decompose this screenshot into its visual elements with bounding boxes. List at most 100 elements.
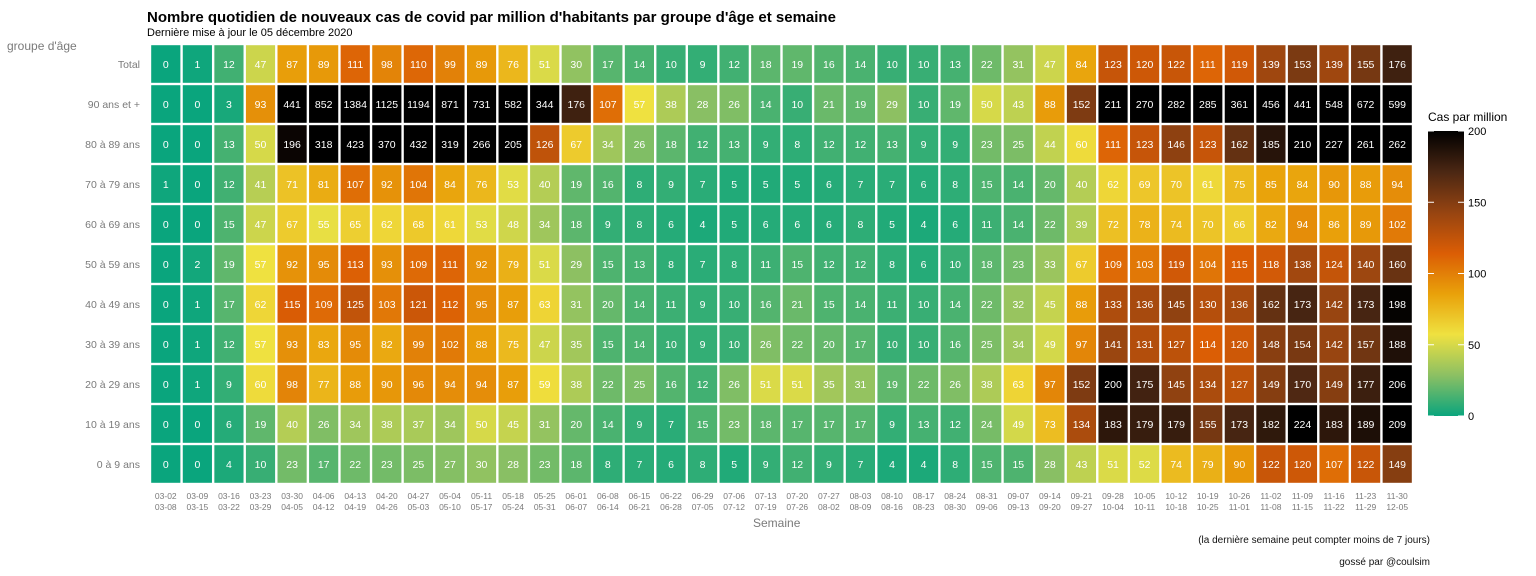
cell-value-label: 73: [1044, 419, 1056, 431]
cell-value-label: 319: [441, 139, 459, 151]
cell-value-label: 183: [1325, 419, 1343, 431]
heatmap-cell: [972, 245, 1002, 283]
heatmap-cell: [656, 445, 686, 483]
cell-value-label: 15: [981, 459, 993, 471]
cell-value-label: 23: [286, 459, 298, 471]
heatmap-cell: [751, 205, 781, 243]
cell-value-label: 198: [1388, 299, 1406, 311]
heatmap-cell: [909, 325, 939, 363]
heatmap-cell: [372, 205, 402, 243]
cell-value-label: 1: [163, 179, 169, 191]
heatmap-cell: [877, 325, 907, 363]
cell-value-label: 26: [318, 419, 330, 431]
cell-value-label: 6: [952, 219, 958, 231]
heatmap-cell: [309, 205, 339, 243]
cell-value-label: 262: [1388, 139, 1406, 151]
cell-value-label: 10: [728, 299, 740, 311]
heatmap-cell: [751, 165, 781, 203]
cell-value-label: 1194: [407, 99, 430, 111]
column-label-start: 04-20: [376, 491, 398, 501]
heatmap-cell: [1256, 365, 1286, 403]
row-label: 30 à 39 ans: [85, 339, 140, 351]
cell-value-label: 85: [1265, 179, 1277, 191]
heatmap-cell: [593, 245, 623, 283]
heatmap-cell: [214, 125, 244, 163]
cell-value-label: 44: [1044, 139, 1056, 151]
heatmap-cell: [1382, 245, 1412, 283]
heatmap-cell: [782, 85, 812, 123]
cell-value-label: 211: [1105, 99, 1122, 111]
cell-value-label: 102: [441, 339, 459, 351]
heatmap-cell: [782, 445, 812, 483]
heatmap-cell: [403, 85, 433, 123]
heatmap-cell: [593, 165, 623, 203]
cell-value-label: 282: [1167, 99, 1185, 111]
cell-value-label: 111: [442, 259, 458, 271]
heatmap-cell: [466, 445, 497, 483]
cell-value-label: 1: [194, 379, 200, 391]
heatmap-cell: [1256, 325, 1286, 363]
cell-value-label: 110: [410, 59, 427, 71]
heatmap-cell: [845, 45, 876, 83]
cell-value-label: 50: [476, 419, 488, 431]
cell-value-label: 131: [1136, 339, 1154, 351]
column-label-start: 03-09: [186, 491, 208, 501]
heatmap-cell: [972, 125, 1002, 163]
cell-value-label: 149: [1325, 379, 1343, 391]
heatmap-cell: [561, 165, 591, 203]
cell-value-label: 6: [668, 219, 674, 231]
heatmap-cell: [814, 285, 844, 323]
cell-value-label: 87: [286, 59, 298, 71]
cell-value-label: 34: [1012, 339, 1024, 351]
cell-value-label: 0: [163, 419, 169, 431]
cell-value-label: 17: [602, 59, 614, 71]
cell-value-label: 123: [1199, 139, 1217, 151]
heatmap-cell: [530, 365, 560, 403]
cell-value-label: 9: [763, 459, 769, 471]
cell-value-label: 127: [1231, 379, 1249, 391]
cell-value-label: 45: [507, 419, 519, 431]
heatmap-cell: [1224, 365, 1254, 403]
heatmap-cell: [1193, 45, 1223, 83]
cell-value-label: 10: [255, 459, 267, 471]
cell-value-label: 99: [444, 59, 456, 71]
cell-value-label: 22: [1044, 219, 1056, 231]
cell-value-label: 53: [507, 179, 519, 191]
heatmap-cell: [245, 285, 276, 323]
heatmap-cell: [498, 445, 528, 483]
heatmap-cell: [1287, 285, 1318, 323]
heatmap-cell: [372, 285, 402, 323]
cell-value-label: 155: [1357, 59, 1375, 71]
cell-value-label: 136: [1231, 299, 1249, 311]
cell-value-label: 176: [1388, 59, 1406, 71]
heatmap-cell: [624, 365, 654, 403]
heatmap-cell: [1224, 245, 1254, 283]
cell-value-label: 43: [1012, 99, 1024, 111]
heatmap-cell: [1382, 165, 1412, 203]
cell-value-label: 4: [226, 459, 232, 471]
cell-value-label: 11: [666, 299, 677, 311]
heatmap-cell: [277, 445, 307, 483]
heatmap-cell: [877, 165, 907, 203]
heatmap-cell: [624, 405, 654, 443]
cell-value-label: 50: [255, 139, 267, 151]
heatmap-cell: [1224, 445, 1254, 483]
row-label: 60 à 69 ans: [85, 219, 140, 231]
cell-value-label: 89: [1360, 219, 1372, 231]
column-label-end: 09-13: [1007, 502, 1029, 512]
heatmap-cell: [561, 245, 591, 283]
cell-value-label: 93: [381, 259, 393, 271]
heatmap-cell: [340, 365, 370, 403]
heatmap-cell: [1035, 365, 1065, 403]
cell-value-label: 1384: [344, 99, 368, 111]
heatmap-cell: [656, 285, 686, 323]
cell-value-label: 0: [194, 139, 200, 151]
heatmap-cell: [593, 445, 623, 483]
cell-value-label: 38: [381, 419, 393, 431]
cell-value-label: 19: [949, 99, 961, 111]
heatmap-cell: [1066, 125, 1097, 163]
column-label-end: 12-05: [1386, 502, 1408, 512]
heatmap-cell: [1130, 325, 1160, 363]
row-label: 40 à 49 ans: [85, 299, 140, 311]
heatmap-cell: [214, 365, 244, 403]
